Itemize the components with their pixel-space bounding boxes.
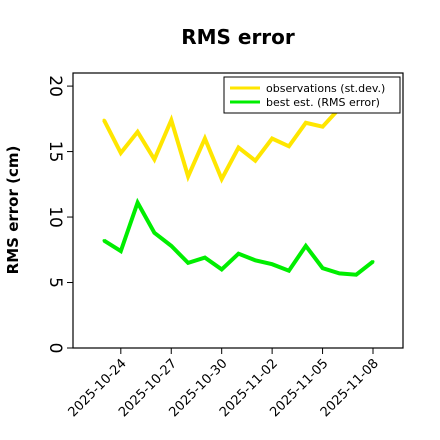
data-point-observations: [203, 137, 207, 140]
data-point-observations: [119, 151, 123, 155]
data-point-best-est: [119, 249, 123, 253]
y-axis: 0 5 10 15 20: [45, 75, 73, 353]
y-tick-label: 20: [45, 75, 65, 97]
x-axis: 2025-10-242025-10-272025-10-302025-11-02…: [66, 348, 382, 420]
data-point-best-est: [253, 258, 257, 262]
data-point-best-est: [304, 244, 308, 248]
data-point-observations: [169, 118, 173, 122]
data-point-best-est: [136, 201, 140, 205]
y-tick-label: 10: [45, 206, 65, 228]
legend-label-best-est: best est. (RMS error): [266, 96, 380, 109]
legend: observations (st.dev.) best est. (RMS er…: [223, 76, 401, 114]
series-layer: [102, 106, 375, 277]
data-point-best-est: [287, 269, 291, 273]
plot-area: [72, 72, 404, 349]
chart-title: RMS error: [181, 25, 295, 49]
data-point-observations: [220, 177, 224, 181]
y-tick-label: 15: [45, 141, 65, 163]
data-point-best-est: [270, 262, 274, 266]
data-point-observations: [152, 157, 156, 161]
data-point-best-est: [321, 266, 325, 270]
data-point-best-est: [237, 252, 240, 256]
legend-box: [223, 76, 401, 114]
data-point-observations: [237, 146, 240, 150]
data-point-observations: [253, 159, 257, 163]
data-point-best-est: [102, 239, 106, 243]
data-point-best-est: [203, 256, 207, 260]
legend-label-observations: observations (st.dev.): [266, 82, 385, 95]
data-point-best-est: [152, 231, 156, 235]
data-point-best-est: [354, 273, 358, 277]
data-point-observations: [321, 125, 325, 129]
data-point-observations: [186, 175, 190, 178]
data-point-observations: [304, 121, 308, 125]
data-point-observations: [102, 118, 106, 122]
y-tick-label: 5: [45, 277, 65, 288]
data-point-observations: [287, 144, 291, 148]
data-point-best-est: [169, 244, 173, 248]
y-tick-label: 0: [45, 343, 65, 354]
data-point-best-est: [337, 271, 341, 275]
data-point-best-est: [371, 260, 375, 264]
data-point-observations: [270, 137, 274, 140]
data-point-best-est: [186, 261, 190, 265]
y-axis-label: RMS error (cm): [4, 146, 22, 275]
data-point-best-est: [220, 267, 224, 271]
data-point-observations: [136, 130, 140, 134]
